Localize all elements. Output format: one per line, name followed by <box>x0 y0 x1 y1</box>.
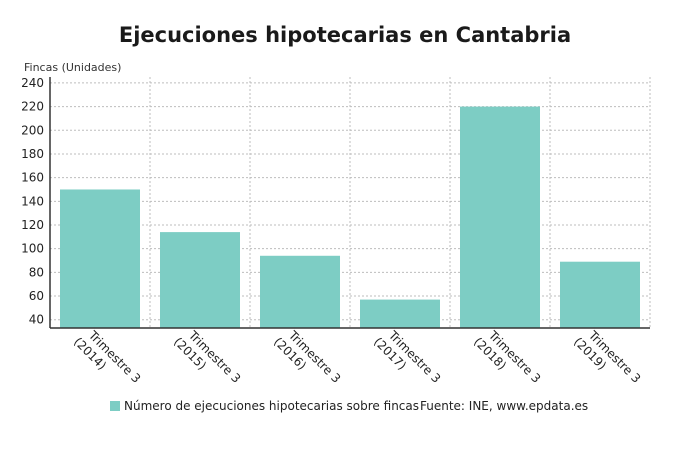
axes <box>49 77 650 329</box>
chart-title: Ejecuciones hipotecarias en Cantabria <box>119 23 571 47</box>
source-label: Fuente: INE, www.epdata.es <box>420 399 588 413</box>
legend-swatch <box>110 401 120 411</box>
y-tick-label: 220 <box>21 100 44 114</box>
bar <box>260 255 340 328</box>
y-tick-label: 100 <box>21 242 44 256</box>
x-tick-labels: Trimestre 3(2014) Trimestre 3(2015) Trimes… <box>71 328 643 386</box>
y-tick-labels: 40 60 80 100 120 140 160 180 200 220 240 <box>21 76 44 327</box>
legend-label: Número de ejecuciones hipotecarias sobre… <box>124 399 419 413</box>
x-tick-label: Trimestre 3(2014) <box>71 328 143 386</box>
y-tick-label: 160 <box>21 171 44 185</box>
y-tick-label: 40 <box>29 313 44 327</box>
y-tick-label: 240 <box>21 76 44 90</box>
y-tick-label: 120 <box>21 218 44 232</box>
y-tick-label: 140 <box>21 194 44 208</box>
bar <box>160 232 240 328</box>
bar <box>60 189 140 328</box>
y-tick-label: 60 <box>29 289 44 303</box>
legend: Número de ejecuciones hipotecarias sobre… <box>110 399 588 413</box>
y-axis-label: Fincas (Unidades) <box>24 61 121 74</box>
bar <box>360 299 440 328</box>
x-tick-label: Trimestre 3(2019) <box>571 328 643 386</box>
x-tick-label: Trimestre 3(2018) <box>471 328 543 386</box>
x-tick-label: Trimestre 3(2015) <box>171 328 243 386</box>
bar <box>560 261 640 328</box>
y-tick-label: 80 <box>29 265 44 279</box>
y-tick-label: 180 <box>21 147 44 161</box>
x-tick-label: Trimestre 3(2016) <box>271 328 343 386</box>
bars <box>60 106 640 328</box>
x-tick-label: Trimestre 3(2017) <box>371 328 443 386</box>
bar <box>460 106 540 328</box>
y-tick-label: 200 <box>21 123 44 137</box>
